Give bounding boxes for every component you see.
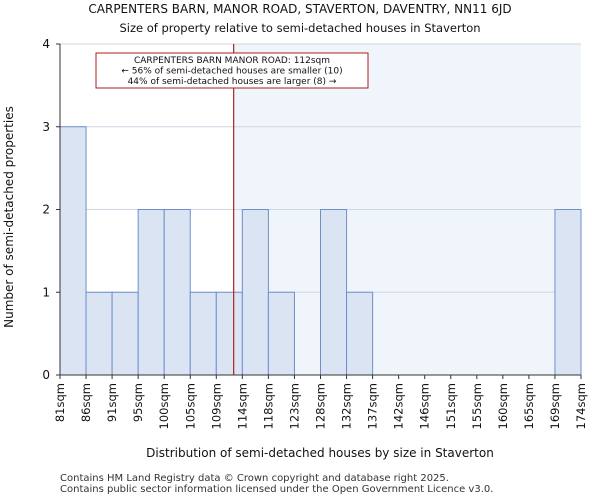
footer-licence: Contains public sector information licen…	[60, 484, 494, 495]
x-tick-label: 165sqm	[522, 383, 536, 429]
x-tick-label: 151sqm	[444, 383, 458, 429]
x-tick-label: 132sqm	[340, 383, 354, 429]
y-tick-label: 1	[42, 285, 50, 299]
x-tick-label: 146sqm	[418, 383, 432, 429]
y-tick-label: 2	[42, 203, 50, 217]
x-tick-label: 114sqm	[235, 383, 249, 429]
y-tick-label: 3	[42, 120, 50, 134]
x-tick-label: 109sqm	[209, 383, 223, 429]
chart-title: CARPENTERS BARN, MANOR ROAD, STAVERTON, …	[88, 2, 511, 16]
y-tick-label: 4	[42, 37, 50, 51]
bar	[215, 291, 243, 376]
x-tick-label: 155sqm	[470, 383, 484, 429]
annotation-box	[95, 52, 369, 89]
bar	[554, 209, 582, 376]
bar	[111, 291, 139, 376]
bar	[320, 209, 348, 376]
x-tick-label: 105sqm	[183, 383, 197, 429]
y-tick-label: 0	[42, 368, 50, 382]
bar	[241, 209, 269, 376]
x-tick-label: 95sqm	[131, 383, 145, 422]
annotation-line: CARPENTERS BARN MANOR ROAD: 112sqm	[134, 56, 330, 66]
annotation-line: ← 56% of semi-detached houses are smalle…	[121, 67, 342, 77]
chart-subtitle: Size of property relative to semi-detach…	[119, 21, 480, 35]
plot-area: 0 1 2 3 4 81sqm 86sqm 91sqm 95sqm 100sqm 105sqm 109…	[42, 37, 588, 429]
x-tick-label: 118sqm	[261, 383, 275, 429]
x-tick-label: 123sqm	[287, 383, 301, 429]
bar	[189, 291, 217, 376]
x-tick-label: 81sqm	[53, 383, 67, 422]
bar	[59, 126, 87, 376]
footer-copyright: Contains HM Land Registry data © Crown c…	[60, 473, 449, 484]
x-tick-label: 86sqm	[79, 383, 93, 422]
x-axis-label: Distribution of semi-detached houses by …	[146, 446, 494, 460]
annotation-line: 44% of semi-detached houses are larger (…	[128, 77, 337, 87]
x-tick-label: 100sqm	[157, 383, 171, 429]
bar	[267, 291, 295, 376]
x-tick-label: 128sqm	[314, 383, 328, 429]
x-tick-label: 169sqm	[548, 383, 562, 429]
x-tick-label: 91sqm	[105, 383, 119, 422]
x-tick-label: 174sqm	[574, 383, 588, 429]
x-tick-label: 137sqm	[366, 383, 380, 429]
x-tick-label: 142sqm	[392, 383, 406, 429]
x-tick-label: 160sqm	[496, 383, 510, 429]
chart: CARPENTERS BARN, MANOR ROAD, STAVERTON, …	[2, 2, 588, 460]
bar	[85, 291, 113, 376]
bar	[163, 209, 191, 376]
bar	[346, 291, 374, 376]
y-axis-label: Number of semi-detached properties	[2, 106, 16, 328]
bar	[137, 209, 165, 376]
